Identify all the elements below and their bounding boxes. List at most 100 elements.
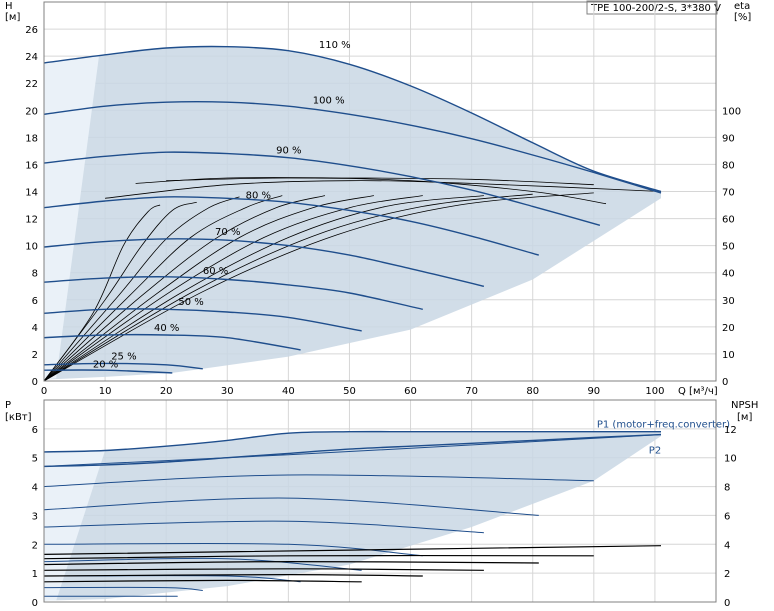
upper-y-tick-label: 0 [32,377,38,388]
speed-label: 70 % [215,227,240,238]
upper-y2-axis-unit: [%] [734,12,751,23]
lower-y-tick-label: 4 [32,483,38,494]
upper-y2-tick-label: 100 [722,106,741,117]
speed-label: 60 % [203,266,228,277]
hq-curve-50pct [43,308,362,332]
efficiency-curve [166,177,607,205]
chart-title: TPE 100-200/2-S, 3*380 V [586,0,721,15]
x-axis-label: Q [м³/ч] [678,386,718,397]
lower-plot-area: P1 (motor+freq.converter)P20123456024681… [32,399,737,609]
power-curve [43,520,484,534]
hq-curve-70pct [43,238,485,287]
speed-label: 50 % [178,297,203,308]
upper-y-tick-label: 10 [25,242,38,253]
upper-y-tick-label: 6 [32,296,38,307]
x-tick-label: 0 [41,386,47,397]
speed-label: 110 % [319,40,351,51]
upper-y2-tick-label: 0 [722,377,728,388]
x-tick-label: 70 [465,386,478,397]
x-tick-label: 100 [645,386,664,397]
lower-y2-tick-label: 2 [724,569,730,580]
upper-frame [43,1,717,382]
x-tick-label: 60 [404,386,417,397]
upper-y-tick-label: 16 [25,160,38,171]
hq-curve-100pct [43,100,662,194]
lower-y2-axis-unit: [м] [737,412,752,423]
operating-area [44,46,661,380]
lower-frame [43,399,717,603]
upper-y2-tick-label: 80 [722,160,735,171]
upper-y2-tick-label: 70 [722,188,735,199]
speed-label: 40 % [154,323,179,334]
efficiency-curve [43,195,283,382]
efficiency-curve [105,180,662,199]
upper-y2-tick-label: 20 [722,323,735,334]
upper-y-tick-label: 24 [25,52,38,63]
hq-curve-110pct [43,45,662,193]
npsh-curve [43,554,594,560]
upper-y-tick-label: 12 [25,215,38,226]
lower-y-tick-label: 3 [32,511,38,522]
upper-y-tick-label: 18 [25,133,38,144]
x-tick-label: 80 [526,386,539,397]
upper-y2-tick-label: 90 [722,133,735,144]
upper-y-tick-label: 4 [32,323,38,334]
x-tick-label: 20 [160,386,173,397]
power-curve [43,586,203,591]
power-curve [43,497,539,516]
power-curve [43,434,662,467]
lower-y-axis-label: P [5,400,11,411]
speed-label: 25 % [111,351,136,362]
lower-y-axis-unit: [кВт] [5,412,32,423]
speed-label: 80 % [246,190,271,201]
upper-y2-tick-label: 10 [722,350,735,361]
upper-y2-tick-label: 40 [722,269,735,280]
upper-y2-axis-label: eta [734,1,750,12]
hq-curve-90pct [43,151,601,226]
x-tick-label: 10 [99,386,112,397]
lower-y-tick-label: 2 [32,540,38,551]
x-tick-label: 50 [343,386,356,397]
efficiency-curve [43,192,594,382]
lower-y-tick-label: 0 [32,598,38,609]
x-tick-label: 90 [587,386,600,397]
x-tick-label: 40 [282,386,295,397]
upper-y-tick-label: 20 [25,106,38,117]
hq-curve-60pct [43,276,423,310]
p2-label: P2 [649,445,661,456]
lower-y2-tick-label: 10 [724,454,737,465]
upper-y-tick-label: 14 [25,188,38,199]
upper-y-axis-label: H [5,1,13,12]
upper-y-tick-label: 8 [32,269,38,280]
lower-y2-tick-label: 6 [724,511,730,522]
power-min-flow-area [44,450,106,601]
p1-power-curve [43,430,661,453]
hq-curve-20pct [43,369,173,374]
upper-y-tick-label: 2 [32,350,38,361]
upper-y-tick-label: 22 [25,79,38,90]
p1-label: P1 (motor+freq.converter) [597,419,730,430]
upper-y-axis-unit: [м] [5,12,20,23]
upper-plot-area: 110 %100 %90 %80 %70 %60 %50 %40 %25 %20… [25,1,741,397]
power-curve [43,557,362,571]
min-flow-area [44,56,99,380]
power-curve [43,542,423,557]
npsh-curve [43,568,484,571]
lower-y-tick-label: 1 [32,569,38,580]
lower-y2-tick-label: 12 [724,425,737,436]
lower-y2-tick-label: 0 [724,598,730,609]
npsh-curve [43,573,423,577]
npsh-curve [43,579,362,583]
efficiency-curve [43,195,374,382]
upper-y2-tick-label: 60 [722,215,735,226]
efficiency-curve [43,193,533,382]
lower-y-tick-label: 6 [32,425,38,436]
npsh-curve [43,545,662,555]
speed-label: 20 % [93,359,118,370]
upper-y2-tick-label: 50 [722,242,735,253]
chart-title-text: TPE 100-200/2-S, 3*380 V [590,3,721,14]
speed-label: 100 % [313,96,345,107]
p2-power-curve [43,433,662,468]
npsh-curve [43,560,539,566]
